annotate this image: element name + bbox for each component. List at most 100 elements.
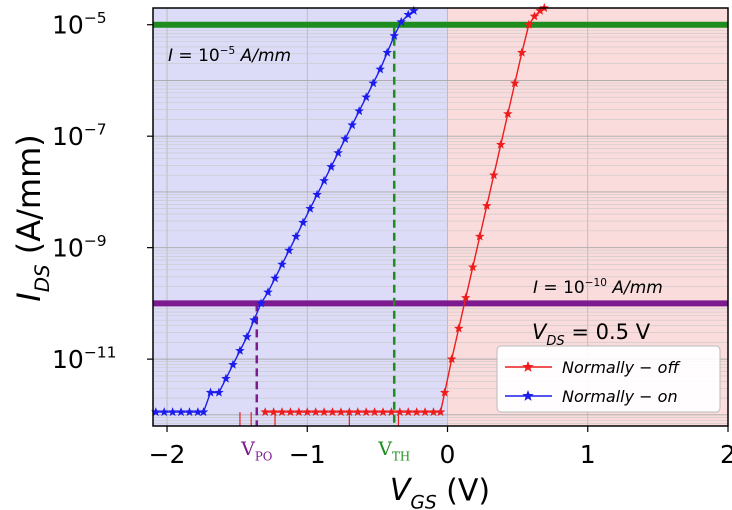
series-1-point-35 bbox=[403, 9, 413, 19]
i-low-label: I = 10−10 A/mm bbox=[533, 277, 663, 298]
series-0-point-8 bbox=[327, 407, 338, 417]
x-tick-label-4: 2 bbox=[720, 440, 732, 469]
series-0-point-5 bbox=[302, 407, 313, 417]
series-0-point-31 bbox=[503, 108, 513, 118]
legend-label-1: Normally − on bbox=[562, 387, 678, 406]
series-0-point-34 bbox=[524, 19, 534, 29]
x-axis-label: VGS (V) bbox=[390, 473, 490, 510]
series-1-point-16 bbox=[270, 273, 280, 283]
series-0-point-10 bbox=[344, 407, 355, 417]
legend: Normally − off Normally − on bbox=[496, 345, 721, 413]
series-0-point-14 bbox=[378, 407, 388, 417]
series-0-point-30 bbox=[496, 139, 506, 149]
series-0-point-15 bbox=[386, 407, 397, 417]
series-1-point-12 bbox=[242, 331, 252, 341]
series-1-point-2 bbox=[167, 407, 178, 417]
series-1-point-0 bbox=[151, 407, 161, 417]
series-0-point-11 bbox=[353, 407, 363, 417]
series-0-point-22 bbox=[439, 387, 450, 397]
series-1-point-23 bbox=[319, 175, 329, 185]
ticks-layer: −2 −1 0 1 2 10−5 10−7 10−9 10−11 bbox=[52, 9, 732, 469]
legend-box bbox=[496, 345, 721, 413]
series-1-point-5 bbox=[193, 407, 203, 417]
legend-marker-0 bbox=[522, 361, 534, 372]
series-1-point-36 bbox=[409, 5, 419, 15]
y-tick-label-3: 10−11 bbox=[52, 344, 117, 375]
legend-marker-1 bbox=[522, 390, 534, 401]
series-0-point-21 bbox=[435, 407, 446, 417]
series-0-point-2 bbox=[277, 407, 287, 417]
series-0-point-7 bbox=[319, 407, 329, 417]
series-0-point-33 bbox=[517, 47, 527, 57]
series-1-point-28 bbox=[354, 106, 364, 116]
series-1-point-4 bbox=[184, 407, 195, 417]
series-1-point-17 bbox=[277, 259, 287, 269]
y-tick-label-1: 10−7 bbox=[52, 121, 107, 152]
hlines-layer bbox=[153, 21, 728, 307]
series-1-point-24 bbox=[326, 161, 336, 171]
series-1-point-9 bbox=[221, 373, 231, 383]
x-tick-label-1: −1 bbox=[289, 440, 326, 469]
series-0-point-20 bbox=[428, 407, 439, 417]
series-1-point-32 bbox=[382, 47, 392, 57]
legend-label-0: Normally − off bbox=[562, 358, 681, 377]
series-1-point-34 bbox=[396, 16, 406, 26]
series-0-point-28 bbox=[482, 200, 492, 210]
y-axis-label: IDS (A/mm) bbox=[10, 134, 54, 301]
x-tick-label-2: 0 bbox=[440, 440, 456, 469]
normally-on-region bbox=[153, 8, 448, 426]
y-tick-label-0: 10−5 bbox=[52, 9, 107, 40]
series-1-point-18 bbox=[284, 245, 294, 255]
series-1-point-29 bbox=[361, 92, 371, 102]
series-1-point-7 bbox=[205, 387, 216, 397]
series-0-point-36 bbox=[535, 5, 545, 15]
series-1-point-19 bbox=[291, 231, 301, 241]
series-0-point-27 bbox=[475, 231, 485, 241]
series-0-point-23 bbox=[446, 354, 457, 364]
series-0-point-18 bbox=[411, 407, 422, 417]
series-0-point-24 bbox=[453, 323, 464, 333]
series-0-point-1 bbox=[268, 407, 279, 417]
series-layer bbox=[151, 3, 550, 426]
series-1-point-14 bbox=[256, 298, 266, 308]
series-0-point-35 bbox=[529, 11, 540, 21]
series-1-point-1 bbox=[159, 407, 169, 417]
x-tick-label-0: −2 bbox=[149, 440, 186, 469]
series-1-point-13 bbox=[249, 315, 259, 325]
series-1-point-26 bbox=[340, 133, 350, 144]
series-0-point-32 bbox=[510, 78, 520, 88]
vth-label: VTH bbox=[377, 438, 410, 463]
series-1-point-33 bbox=[389, 30, 399, 40]
series-0-point-4 bbox=[294, 407, 304, 417]
i-high-label: I = 10−5 A/mm bbox=[168, 45, 291, 66]
series-0-point-19 bbox=[420, 407, 430, 417]
series-0-point-12 bbox=[361, 407, 371, 417]
series-1-point-6 bbox=[198, 407, 209, 417]
series-1-point-10 bbox=[228, 359, 238, 369]
series-0-point-9 bbox=[336, 407, 346, 417]
series-1-point-31 bbox=[375, 64, 385, 74]
series-1-point-27 bbox=[347, 120, 357, 130]
series-0-point-17 bbox=[403, 407, 413, 417]
series-1-point-15 bbox=[263, 287, 273, 297]
series-0-point-3 bbox=[285, 407, 296, 417]
vpo-label: VPO bbox=[240, 438, 272, 463]
plot-frame bbox=[152, 7, 729, 427]
series-1-point-30 bbox=[368, 78, 378, 88]
x-tick-label-3: 1 bbox=[580, 440, 596, 469]
y-tick-label-2: 10−9 bbox=[52, 232, 107, 263]
series-1-point-25 bbox=[333, 147, 343, 157]
series-0-point-0 bbox=[260, 407, 270, 417]
series-0-point-25 bbox=[460, 292, 471, 302]
series-1-point-8 bbox=[214, 387, 224, 397]
labels-layer: I = 10−5 A/mm I = 10−10 A/mm VTH VPO VGS (V)… bbox=[10, 45, 663, 510]
series-1-point-22 bbox=[312, 189, 322, 199]
series-1-point-21 bbox=[305, 203, 315, 213]
series-0-point-6 bbox=[310, 407, 321, 417]
series-0-point-26 bbox=[468, 262, 478, 272]
series-0-point-13 bbox=[369, 407, 380, 417]
series-0-point-16 bbox=[395, 407, 405, 417]
series-1-point-3 bbox=[176, 407, 186, 417]
series-1-point-20 bbox=[298, 217, 308, 227]
series-0-point-29 bbox=[489, 170, 499, 180]
